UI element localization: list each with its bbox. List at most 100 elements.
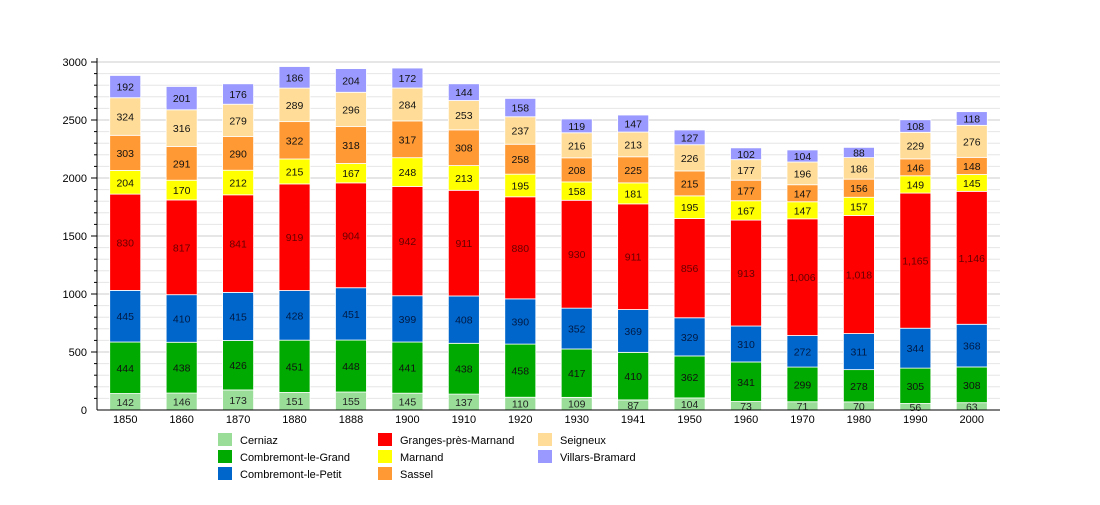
bar-segment: [165, 109, 198, 147]
bar-segment: [447, 342, 480, 395]
data-label: 155: [342, 396, 360, 408]
data-label: 279: [229, 115, 247, 127]
legend-swatch: [378, 450, 392, 463]
data-label: 158: [512, 103, 530, 115]
data-label: 390: [512, 316, 530, 328]
legend-label: Sassel: [400, 469, 433, 481]
legend-swatch: [538, 433, 552, 446]
y-tick-label: 2500: [63, 115, 87, 127]
data-label: 830: [116, 237, 134, 249]
data-label: 173: [229, 395, 247, 407]
bar-segment: [899, 131, 932, 160]
data-label: 147: [794, 205, 812, 217]
data-label: 172: [399, 73, 417, 85]
data-label: 142: [116, 397, 134, 409]
data-label: 930: [568, 249, 586, 261]
bar-segment: [617, 156, 650, 184]
bar-segment: [955, 366, 988, 404]
data-label: 146: [907, 162, 925, 174]
data-label: 151: [286, 396, 304, 408]
data-label: 248: [399, 167, 417, 179]
x-tick-label: 1860: [169, 414, 193, 426]
data-label: 258: [512, 154, 530, 166]
data-label: 305: [907, 381, 925, 393]
bar-segment: [447, 165, 480, 191]
bar-segment: [504, 116, 537, 145]
bar-segment: [335, 287, 367, 341]
data-label: 284: [399, 99, 417, 111]
data-label: 458: [512, 366, 530, 378]
x-tick-label: 2000: [960, 414, 984, 426]
bar-segment: [165, 341, 198, 394]
data-label: 290: [229, 148, 247, 160]
data-label: 73: [740, 401, 752, 413]
bar-segment: [843, 146, 875, 158]
data-label: 841: [229, 239, 247, 251]
bar-segment: [504, 343, 537, 398]
bar-segment: [673, 144, 706, 172]
bar-segment: [335, 339, 367, 393]
x-tick-label: 1850: [113, 414, 137, 426]
data-label: 441: [399, 363, 417, 375]
bar-segment: [955, 111, 988, 126]
data-label: 212: [229, 178, 247, 190]
x-tick-label: 1880: [282, 414, 306, 426]
x-tick-label: 1920: [508, 414, 532, 426]
legend-label: Granges-près-Marnand: [400, 435, 514, 447]
data-label: 316: [173, 123, 191, 135]
data-label: 911: [455, 238, 472, 250]
bar-segment: [673, 218, 706, 319]
data-label: 127: [681, 132, 699, 144]
bar-segment: [560, 307, 593, 350]
data-label: 109: [568, 399, 586, 411]
bar-segment: [109, 97, 142, 136]
data-label: 322: [286, 135, 304, 147]
y-tick-label: 500: [69, 347, 87, 359]
bar-segment: [899, 327, 932, 369]
bar-segment: [222, 169, 254, 196]
data-label: 146: [173, 397, 191, 409]
bar-segment: [391, 87, 424, 122]
data-label: 119: [568, 121, 585, 133]
bar-segment: [391, 67, 424, 89]
bar-segment: [447, 295, 480, 344]
legend-label: Combremont-le-Petit: [240, 469, 341, 481]
bar-segment: [560, 199, 593, 309]
bar-segment: [617, 114, 650, 133]
y-tick-label: 1000: [63, 289, 87, 301]
data-label: 311: [851, 347, 868, 359]
data-label: 1,006: [789, 272, 815, 284]
data-label: 176: [229, 89, 247, 101]
bar-segment: [673, 129, 706, 146]
data-label: 272: [794, 346, 812, 358]
data-label: 215: [286, 166, 304, 178]
x-tick-label: 1990: [903, 414, 927, 426]
bar-segment: [165, 199, 198, 296]
data-label: 145: [399, 397, 417, 409]
data-label: 195: [681, 202, 699, 214]
data-label: 415: [229, 311, 247, 323]
data-label: 216: [568, 140, 586, 152]
y-tick-label: 0: [81, 405, 87, 417]
legend-swatch: [538, 450, 552, 463]
bar-segment: [504, 298, 537, 345]
x-tick-label: 1960: [734, 414, 758, 426]
bar-segment: [222, 136, 254, 171]
data-label: 856: [681, 263, 699, 275]
data-label: 438: [173, 363, 191, 375]
data-label: 102: [737, 149, 755, 161]
bar-segment: [335, 91, 367, 128]
data-label: 225: [624, 165, 642, 177]
data-label: 201: [173, 93, 191, 105]
data-label: 177: [737, 185, 755, 197]
legend-label: Marnand: [400, 452, 443, 464]
data-label: 341: [737, 377, 755, 389]
bar-segment: [335, 182, 367, 289]
bar-segment: [109, 341, 142, 394]
bar-segment: [504, 143, 537, 175]
data-label: 137: [455, 397, 473, 409]
data-label: 104: [681, 399, 699, 411]
data-label: 237: [512, 125, 530, 137]
bar-segment: [786, 366, 819, 403]
bar-segment: [617, 131, 650, 158]
